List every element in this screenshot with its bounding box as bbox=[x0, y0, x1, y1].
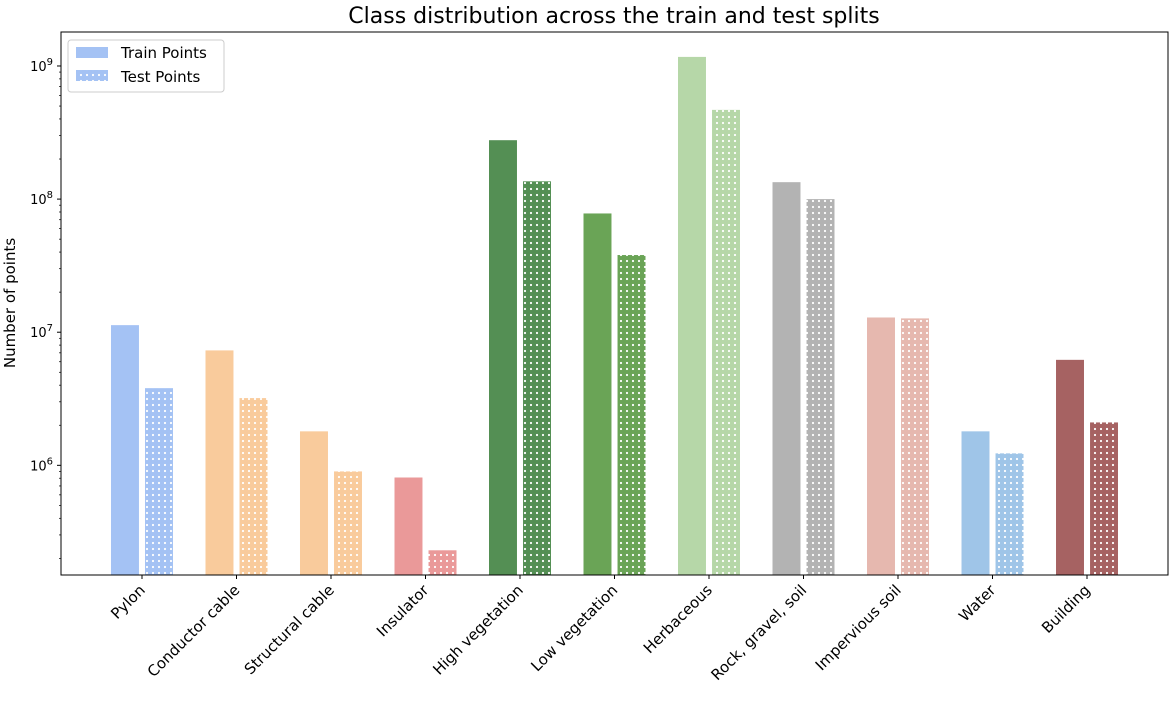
bar-train bbox=[961, 431, 990, 575]
legend: Train Points Test Points bbox=[67, 39, 225, 93]
bar-train bbox=[867, 317, 895, 575]
bar-test bbox=[1090, 422, 1119, 575]
bar-train bbox=[489, 140, 517, 575]
bar-test bbox=[239, 398, 268, 575]
bar-train bbox=[205, 350, 234, 575]
legend-swatch-train bbox=[76, 47, 108, 58]
bar-test bbox=[901, 318, 930, 575]
y-tick-label: 108 bbox=[30, 190, 53, 208]
bar-train bbox=[1056, 359, 1084, 575]
legend-label-test: Test Points bbox=[120, 68, 201, 86]
y-axis-label: Number of points bbox=[1, 238, 19, 369]
bar-test bbox=[995, 453, 1024, 575]
bars-group bbox=[110, 56, 1119, 576]
bar-train bbox=[772, 182, 801, 576]
x-tick-label: Low vegetation bbox=[527, 581, 621, 675]
y-tick-label: 109 bbox=[30, 57, 53, 75]
y-ticks: 106 107 108 109 bbox=[30, 57, 61, 559]
x-tick-label: Impervious soil bbox=[812, 581, 905, 674]
bar-test bbox=[145, 388, 173, 575]
x-tick-label: High vegetation bbox=[429, 581, 527, 679]
y-tick-label: 106 bbox=[30, 456, 53, 474]
bar-train bbox=[110, 325, 139, 575]
chart-title: Class distribution across the train and … bbox=[348, 4, 879, 29]
x-tick-label: Herbaceous bbox=[640, 581, 716, 657]
x-tick-label: Rock, gravel, soil bbox=[708, 581, 811, 684]
bar-test bbox=[334, 471, 362, 575]
bar-test bbox=[428, 550, 457, 575]
y-tick-label: 107 bbox=[30, 323, 53, 341]
x-tick-label: Pylon bbox=[107, 581, 149, 623]
bar-test bbox=[617, 255, 646, 575]
legend-label-train: Train Points bbox=[120, 44, 207, 62]
x-tick-label: Water bbox=[955, 581, 1000, 626]
bar-test bbox=[712, 109, 740, 575]
x-tick-label: Conductor cable bbox=[144, 581, 244, 681]
x-tick-label: Insulator bbox=[373, 581, 433, 641]
bar-train bbox=[394, 477, 423, 575]
x-tick-label: Building bbox=[1038, 581, 1094, 637]
legend-swatch-test bbox=[76, 70, 108, 81]
bar-train bbox=[678, 56, 706, 575]
bar-test bbox=[523, 181, 551, 575]
bar-test bbox=[806, 199, 835, 576]
bar-train bbox=[583, 213, 612, 575]
plot-frame bbox=[60, 31, 1169, 576]
bar-train bbox=[299, 431, 328, 575]
x-tick-label: Structural cable bbox=[241, 581, 338, 678]
